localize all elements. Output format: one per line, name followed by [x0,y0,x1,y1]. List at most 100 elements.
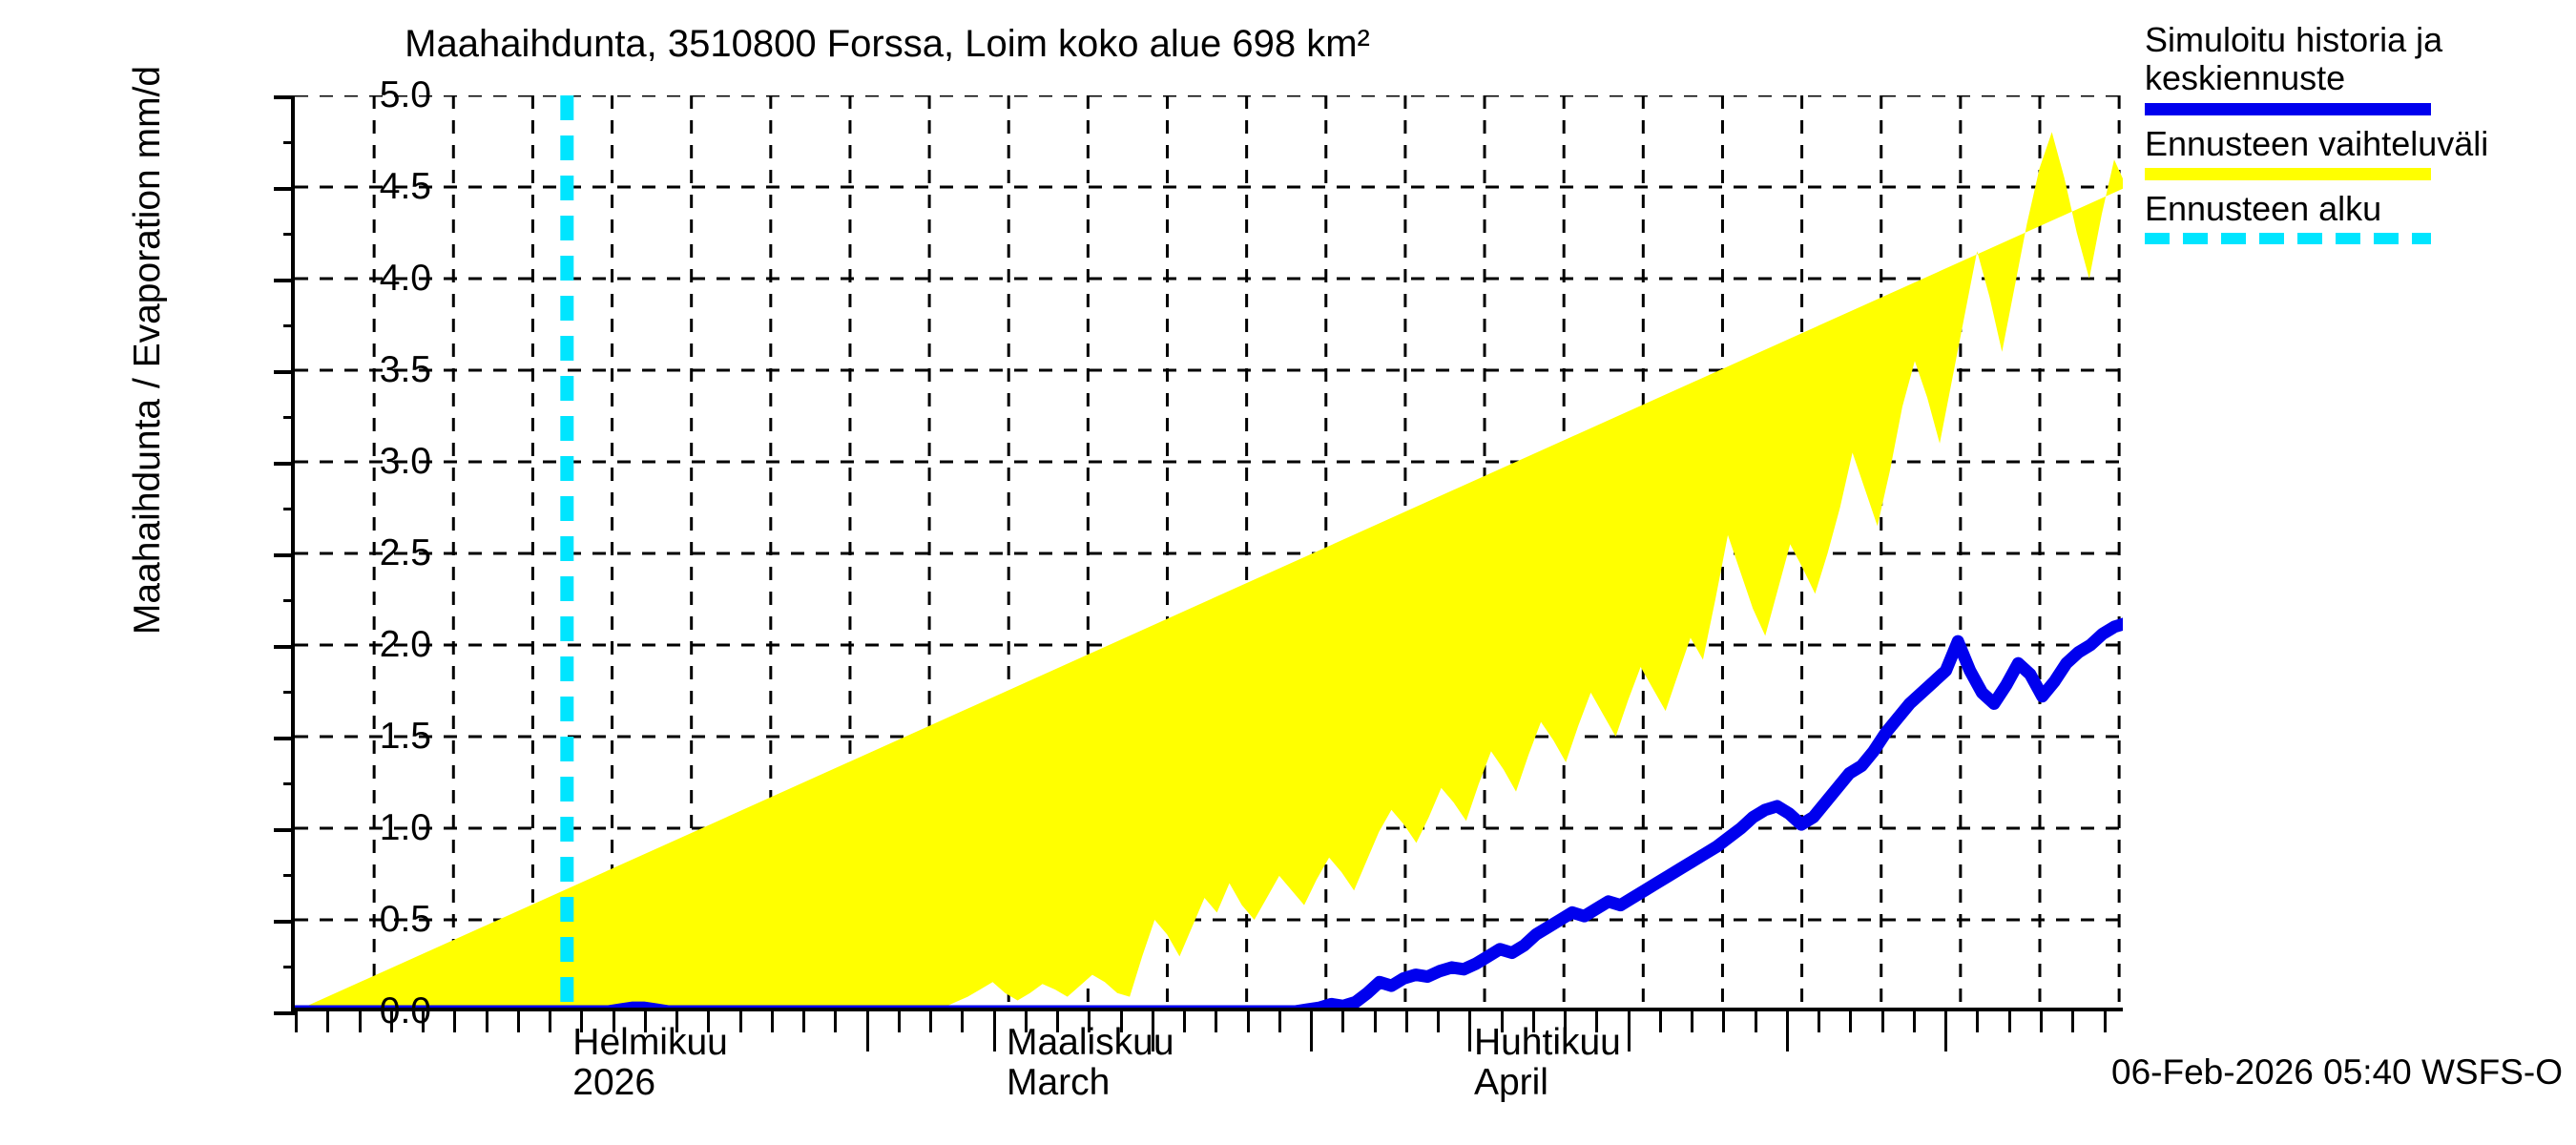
legend-label-line1: Simuloitu historia ja [2145,20,2443,59]
y-tick-label: 4.5 [379,166,431,207]
x-tick-mark-minor [1056,1008,1060,1032]
y-tick-mark-minor [283,966,295,968]
x-tick-mark-minor [738,1008,742,1032]
x-tick-mark-minor [1691,1008,1694,1032]
x-tick-mark-minor [422,1008,426,1032]
x-tick-mark-minor [1531,1008,1535,1032]
x-tick-mark-minor [1088,1008,1091,1032]
x-tick-mark-major [1151,1008,1154,1051]
simulated-mean-line [295,617,2123,1008]
page-title: Maahaihdunta, 3510800 Forssa, Loim koko … [405,23,1370,65]
legend-label-line2: keskiennuste [2145,58,2346,98]
legend-label-line1: Ennusteen alku [2145,188,2382,228]
x-tick-mark-minor [549,1008,552,1032]
y-tick-mark-minor [283,233,295,236]
y-tick-mark [274,553,295,557]
y-axis-title: Maahaihdunta / Evaporation mm/d [127,65,168,635]
x-tick-label-sub: March [1006,1062,1111,1104]
y-tick-label: 4.0 [379,258,431,299]
x-tick-mark-minor [1373,1008,1377,1032]
x-tick-mark-minor [770,1008,774,1032]
x-tick-mark-minor [1278,1008,1281,1032]
x-tick-mark-minor [326,1008,330,1032]
x-tick-mark-minor [929,1008,933,1032]
y-tick-label: 3.0 [379,441,431,482]
forecast-range-band [302,132,2123,1008]
x-tick-mark-minor [1246,1008,1250,1032]
y-tick-label: 0.0 [379,990,431,1031]
y-tick-label: 2.5 [379,532,431,573]
y-tick-mark-minor [283,599,295,602]
x-tick-mark-major [992,1008,996,1051]
x-tick-mark-minor [389,1008,393,1032]
y-tick-mark-minor [283,416,295,419]
plot-area [274,95,2123,1051]
x-tick-label-month: Maaliskuu [1006,1022,1174,1063]
x-tick-mark-major [1944,1008,1948,1051]
legend-label: Ennusteen alku [2145,188,2569,228]
y-tick-label: 1.5 [379,716,431,757]
chart-legend: Simuloitu historia ja keskiennuste Ennuste… [2145,20,2569,254]
x-tick-mark-minor [1404,1008,1408,1032]
x-tick-mark-minor [2007,1008,2011,1032]
y-tick-mark [274,737,295,740]
x-tick-mark-minor [1437,1008,1441,1032]
x-tick-mark-minor [1500,1008,1504,1032]
chart-svg [295,95,2123,1008]
x-tick-mark-minor [834,1008,838,1032]
x-tick-mark-minor [580,1008,584,1032]
x-tick-mark-minor [1880,1008,1884,1032]
x-tick-mark-major [1785,1008,1789,1051]
x-tick-mark-minor [1912,1008,1916,1032]
x-tick-mark-minor [1215,1008,1218,1032]
y-tick-mark [274,1011,295,1015]
legend-entry[interactable]: Ennusteen alku [2145,188,2569,245]
y-tick-mark [274,95,295,99]
x-tick-mark-minor [1658,1008,1662,1032]
legend-label: Ennusteen vaihteluväli [2145,123,2569,163]
x-tick-mark-minor [1754,1008,1757,1032]
y-tick-mark-minor [283,508,295,510]
x-tick-mark-minor [1849,1008,1853,1032]
y-tick-label: 0.5 [379,899,431,940]
x-tick-mark-minor [1818,1008,1821,1032]
y-tick-mark [274,187,295,191]
x-tick-mark-minor [1595,1008,1599,1032]
x-tick-mark-minor [612,1008,615,1032]
x-tick-mark-major [1310,1008,1314,1051]
y-tick-mark [274,370,295,374]
y-tick-mark-minor [283,782,295,785]
x-tick-label-month: Huhtikuu [1473,1022,1621,1063]
y-tick-label: 1.0 [379,807,431,848]
x-tick-mark-minor [1183,1008,1187,1032]
legend-entry[interactable]: Ennusteen vaihteluväli [2145,123,2569,180]
x-tick-mark-minor [802,1008,806,1032]
x-tick-mark-minor [1722,1008,1726,1032]
timestamp-footer: 06-Feb-2026 05:40 WSFS-O [2111,1052,2563,1092]
x-tick-mark-minor [453,1008,457,1032]
x-tick-mark-minor [707,1008,711,1032]
legend-entry[interactable]: Simuloitu historia ja keskiennuste [2145,20,2569,115]
x-tick-mark-minor [1119,1008,1123,1032]
legend-swatch [2145,233,2431,245]
x-tick-mark-minor [295,1008,298,1032]
x-tick-label-sub: April [1473,1062,1548,1104]
legend-swatch [2145,167,2431,180]
x-tick-mark-minor [2039,1008,2043,1032]
x-tick-label-sub: 2026 [572,1062,656,1104]
legend-label-line1: Ennusteen vaihteluväli [2145,123,2489,163]
x-tick-mark-minor [1024,1008,1028,1032]
y-tick-mark [274,279,295,282]
legend-swatch [2145,102,2431,115]
x-tick-mark-minor [485,1008,488,1032]
x-tick-mark-minor [1976,1008,1980,1032]
x-tick-mark-major [1468,1008,1472,1051]
x-tick-mark-minor [1564,1008,1568,1032]
x-tick-label: Huhtikuu April [1473,1022,1621,1104]
x-tick-mark-minor [2071,1008,2075,1032]
x-tick-mark-major [865,1008,869,1051]
y-tick-label: 3.5 [379,349,431,390]
legend-label: Simuloitu historia ja keskiennuste [2145,20,2569,98]
x-tick-mark-minor [358,1008,362,1032]
